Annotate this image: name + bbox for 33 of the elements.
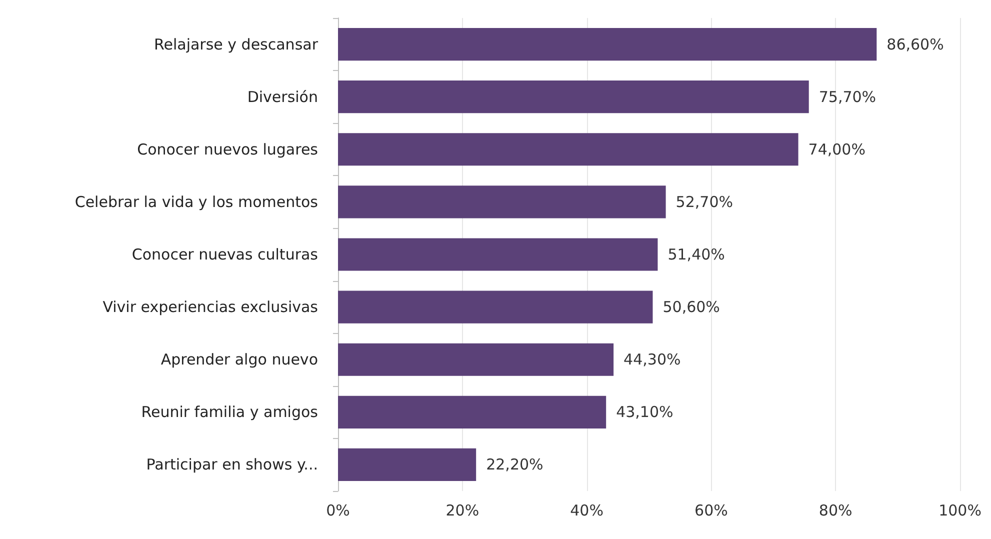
x-tick-label: 40% xyxy=(570,502,604,520)
data-label: 74,00% xyxy=(808,140,866,158)
bar xyxy=(338,448,476,482)
y-tick-label: Aprender algo nuevo xyxy=(160,350,318,369)
y-tick-label: Vivir experiencias exclusivas xyxy=(102,298,318,316)
data-label: 52,70% xyxy=(676,192,733,211)
x-tick-label: 60% xyxy=(694,502,728,520)
bar xyxy=(338,238,658,271)
bar xyxy=(338,290,653,324)
bar xyxy=(338,133,798,166)
data-label: 75,70% xyxy=(818,88,876,106)
y-tick-label: Participar en shows y... xyxy=(146,456,318,474)
y-tick-label: Relajarse y descansar xyxy=(154,35,319,54)
x-tick-label: 0% xyxy=(326,502,350,520)
bar xyxy=(338,186,666,218)
bar xyxy=(338,28,877,61)
y-tick-label: Diversión xyxy=(247,88,318,106)
x-tick-label: 80% xyxy=(818,502,852,520)
y-tick-label: Celebrar la vida y los momentos xyxy=(74,192,318,211)
data-label: 43,10% xyxy=(616,403,674,422)
bar xyxy=(338,396,606,428)
data-label: 22,20% xyxy=(486,456,544,474)
data-label: 44,30% xyxy=(624,350,681,369)
y-tick-label: Conocer nuevos lugares xyxy=(137,140,318,158)
y-tick-label: Reunir familia y amigos xyxy=(141,403,318,422)
data-label: 50,60% xyxy=(662,298,720,316)
data-label: 51,40% xyxy=(668,246,725,264)
bar xyxy=(338,343,614,376)
data-label: 86,60% xyxy=(886,35,944,54)
x-tick-label: 100% xyxy=(938,502,982,520)
x-tick-label: 20% xyxy=(446,502,480,520)
bar xyxy=(338,80,809,114)
y-tick-label: Conocer nuevas culturas xyxy=(132,246,318,264)
